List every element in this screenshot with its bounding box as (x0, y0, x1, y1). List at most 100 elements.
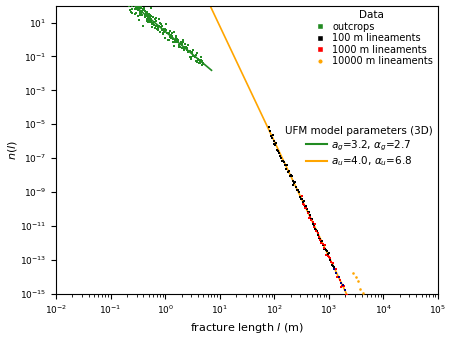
Point (145, 16, 152, 21)
Point (136, 10, 143, 15)
Point (191, 53, 198, 59)
Point (142, 10, 149, 15)
Point (193, 59, 201, 65)
Point (290, 180, 297, 185)
Point (126, 7, 133, 13)
Point (314, 233, 321, 238)
Point (158, 27, 165, 32)
Point (143, 9, 151, 14)
Point (322, 248, 329, 253)
Point (145, 17, 152, 22)
Point (337, 284, 344, 290)
Point (137, 8, 144, 14)
Point (140, 6, 147, 12)
Point (309, 221, 316, 227)
Point (360, 329, 367, 334)
Point (138, 10, 146, 15)
Point (123, 0, 130, 5)
Point (379, 335, 387, 341)
Point (305, 212, 313, 217)
Point (134, 6, 141, 11)
Point (187, 54, 194, 59)
Point (370, 315, 377, 321)
Point (304, 209, 311, 215)
Point (347, 300, 354, 306)
Point (318, 238, 325, 244)
Point (156, 29, 164, 34)
Point (295, 190, 302, 195)
Point (189, 53, 197, 58)
Point (365, 305, 373, 310)
Point (275, 150, 282, 156)
Point (140, 5, 147, 11)
Point (187, 56, 194, 62)
Point (308, 219, 316, 225)
Point (173, 40, 180, 45)
Point (356, 321, 363, 326)
Point (163, 30, 170, 36)
Point (133, 6, 140, 11)
Point (157, 25, 164, 30)
Point (311, 222, 318, 227)
Point (168, 31, 175, 36)
Point (318, 241, 326, 247)
Point (291, 180, 298, 185)
Point (143, 18, 150, 23)
Point (180, 47, 188, 53)
Point (133, 4, 141, 10)
Point (327, 260, 334, 265)
Point (348, 306, 355, 311)
Point (349, 270, 356, 276)
Point (163, 30, 170, 35)
Point (188, 50, 195, 56)
Point (298, 196, 305, 202)
Point (267, 133, 274, 139)
Point (159, 30, 166, 36)
Point (115, 0, 122, 3)
Point (137, 12, 144, 17)
Point (354, 318, 361, 323)
Point (181, 41, 189, 47)
Point (330, 264, 337, 270)
Point (145, 14, 152, 19)
Point (377, 333, 384, 338)
Point (358, 290, 365, 296)
Point (134, 13, 141, 18)
Point (136, 5, 143, 11)
Point (128, 6, 135, 12)
Point (196, 58, 203, 63)
Point (313, 228, 320, 233)
Point (270, 142, 277, 147)
Point (336, 280, 344, 285)
Y-axis label: $n(l)$: $n(l)$ (5, 140, 18, 160)
Point (339, 282, 346, 288)
Point (292, 184, 299, 190)
Point (176, 44, 184, 49)
Point (192, 52, 199, 57)
Point (132, 4, 139, 10)
Point (304, 210, 311, 215)
Point (297, 194, 304, 199)
Point (134, 7, 141, 13)
Point (139, 6, 146, 12)
Point (328, 261, 336, 266)
Point (153, 23, 160, 28)
Point (147, 16, 154, 21)
Point (136, 10, 143, 16)
Point (289, 182, 296, 188)
Point (194, 56, 201, 61)
Point (175, 42, 182, 47)
Point (161, 35, 169, 41)
Point (273, 148, 281, 153)
Point (351, 274, 359, 279)
Point (321, 246, 328, 251)
Point (171, 39, 178, 44)
Point (166, 29, 173, 34)
Point (330, 267, 337, 272)
Point (293, 187, 300, 192)
Point (300, 204, 308, 210)
Point (175, 44, 183, 49)
Point (146, 15, 153, 20)
Point (356, 286, 363, 292)
Point (130, 0, 138, 6)
